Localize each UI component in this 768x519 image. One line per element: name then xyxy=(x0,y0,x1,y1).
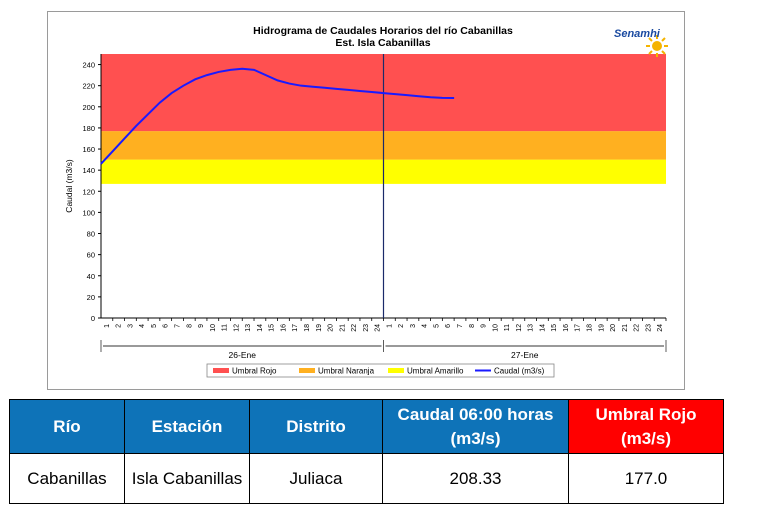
x-tick-label: 22 xyxy=(351,324,358,332)
legend-label: Caudal (m3/s) xyxy=(494,367,545,376)
x-tick-label: 7 xyxy=(457,324,464,328)
x-tick-label: 9 xyxy=(198,324,205,328)
x-tick-label: 1 xyxy=(386,324,393,328)
sun-icon xyxy=(646,35,668,57)
y-tick-label: 0 xyxy=(91,314,95,323)
x-tick-label: 3 xyxy=(410,324,417,328)
x-tick-label: 7 xyxy=(175,324,182,328)
x-tick-label: 20 xyxy=(328,324,335,332)
x-tick-label: 21 xyxy=(622,324,629,332)
header-estacion: Estación xyxy=(124,399,250,454)
legend-swatch xyxy=(299,368,315,373)
y-tick-label: 160 xyxy=(82,145,95,154)
cell-umbral-rojo: 177.0 xyxy=(568,453,724,504)
chart-frame: Hidrograma de Caudales Horarios del río … xyxy=(47,11,685,390)
y-tick-label: 240 xyxy=(82,61,95,70)
x-tick-label: 12 xyxy=(516,324,523,332)
logo-text: Senamhi xyxy=(614,28,660,40)
x-tick-label: 11 xyxy=(222,324,229,331)
x-tick-label: 8 xyxy=(186,324,193,328)
y-tick-label: 40 xyxy=(87,272,95,281)
x-tick-label: 14 xyxy=(257,324,264,332)
x-tick-label: 18 xyxy=(586,324,593,332)
table-header-row: Río Estación Distrito Caudal 06:00 horas… xyxy=(9,399,724,454)
legend-swatch xyxy=(388,368,404,373)
legend-label: Umbral Naranja xyxy=(318,367,375,376)
y-tick-label: 100 xyxy=(82,208,95,217)
x-tick-label: 23 xyxy=(645,324,652,332)
x-tick-label: 11 xyxy=(504,324,511,331)
x-tick-label: 14 xyxy=(539,324,546,332)
x-tick-label: 4 xyxy=(139,324,146,328)
x-tick-label: 13 xyxy=(528,324,535,332)
x-tick-label: 18 xyxy=(304,324,311,332)
y-tick-label: 220 xyxy=(82,82,95,91)
x-tick-label: 4 xyxy=(422,324,429,328)
x-tick-label: 21 xyxy=(339,324,346,332)
y-tick-label: 120 xyxy=(82,187,95,196)
legend-label: Umbral Amarillo xyxy=(407,367,464,376)
day-label: 27-Ene xyxy=(511,350,539,360)
x-tick-label: 24 xyxy=(375,324,382,332)
hydrograph-chart: Hidrograma de Caudales Horarios del río … xyxy=(64,25,667,378)
day-label: 26-Ene xyxy=(229,350,257,360)
x-tick-label: 10 xyxy=(210,324,217,332)
x-tick-label: 13 xyxy=(245,324,252,332)
header-distrito: Distrito xyxy=(249,399,383,454)
legend-swatch xyxy=(213,368,229,373)
x-tick-label: 9 xyxy=(481,324,488,328)
chart-title: Hidrograma de Caudales Horarios del río … xyxy=(253,25,513,37)
x-tick-label: 6 xyxy=(163,324,170,328)
x-tick-label: 19 xyxy=(598,324,605,332)
cell-rio: Cabanillas xyxy=(9,453,125,504)
cell-estacion: Isla Cabanillas xyxy=(124,453,250,504)
info-table: Río Estación Distrito Caudal 06:00 horas… xyxy=(9,399,724,504)
cell-distrito: Juliaca xyxy=(249,453,383,504)
x-tick-label: 24 xyxy=(657,324,664,332)
table-row: Cabanillas Isla Cabanillas Juliaca 208.3… xyxy=(9,453,724,504)
header-caudal: Caudal 06:00 horas (m3/s) xyxy=(382,399,569,454)
x-tick-label: 6 xyxy=(445,324,452,328)
y-tick-label: 180 xyxy=(82,124,95,133)
x-tick-label: 5 xyxy=(433,324,440,328)
y-tick-label: 80 xyxy=(87,230,95,239)
senamhi-logo xyxy=(646,32,722,60)
x-tick-label: 10 xyxy=(492,324,499,332)
chart-subtitle: Est. Isla Cabanillas xyxy=(335,37,430,49)
caudal-line xyxy=(100,67,455,165)
x-tick-label: 17 xyxy=(292,324,299,332)
x-tick-label: 12 xyxy=(233,324,240,332)
x-tick-label: 16 xyxy=(563,324,570,332)
y-tick-label: 200 xyxy=(82,103,95,112)
y-tick-label: 20 xyxy=(87,293,95,302)
x-tick-label: 15 xyxy=(269,324,276,332)
x-tick-label: 5 xyxy=(151,324,158,328)
x-tick-label: 22 xyxy=(634,324,641,332)
x-tick-label: 15 xyxy=(551,324,558,332)
legend-label: Umbral Rojo xyxy=(232,367,277,376)
x-tick-label: 2 xyxy=(116,324,123,328)
legend-box xyxy=(206,363,555,378)
x-tick-label: 2 xyxy=(398,324,405,328)
cell-caudal: 208.33 xyxy=(382,453,569,504)
y-tick-label: 140 xyxy=(82,166,95,175)
x-tick-label: 1 xyxy=(104,324,111,328)
y-axis-label: Caudal (m3/s) xyxy=(64,159,74,213)
header-umbral-rojo: Umbral Rojo (m3/s) xyxy=(568,399,724,454)
x-tick-label: 17 xyxy=(575,324,582,332)
header-rio: Río xyxy=(9,399,125,454)
y-tick-label: 60 xyxy=(87,251,95,260)
x-tick-label: 23 xyxy=(363,324,370,332)
x-tick-label: 16 xyxy=(280,324,287,332)
x-tick-label: 19 xyxy=(316,324,323,332)
x-tick-label: 20 xyxy=(610,324,617,332)
x-tick-label: 8 xyxy=(469,324,476,328)
x-tick-label: 3 xyxy=(127,324,134,328)
